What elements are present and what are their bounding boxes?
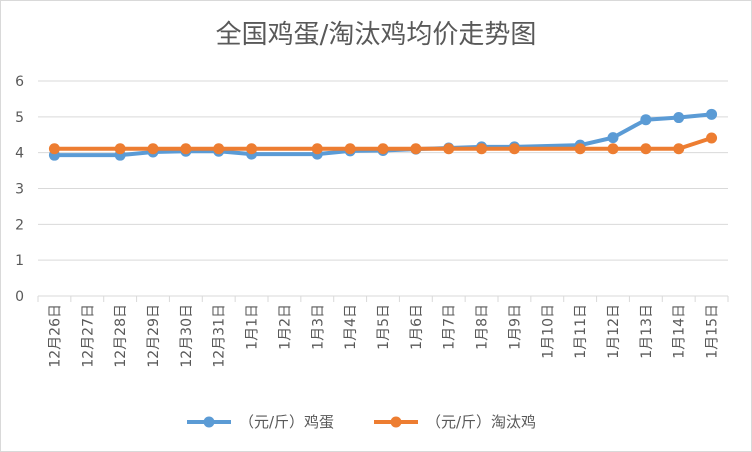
data-point xyxy=(213,143,225,155)
data-point xyxy=(443,143,455,155)
x-tick-label: 12月30日 xyxy=(179,304,195,368)
data-point xyxy=(114,143,126,155)
x-tick-label: 1月7日 xyxy=(442,304,458,350)
data-point xyxy=(640,114,652,126)
x-tick-label: 12月27日 xyxy=(80,304,96,368)
x-tick-label: 1月12日 xyxy=(606,304,622,359)
data-point xyxy=(246,143,258,155)
x-tick-label: 12月31日 xyxy=(212,304,228,368)
x-tick-label: 1月3日 xyxy=(310,304,326,350)
legend-label: （元/斤）淘汰鸡 xyxy=(426,413,536,431)
data-point xyxy=(410,143,422,155)
y-tick-label: 5 xyxy=(15,110,24,126)
x-tick-label: 1月14日 xyxy=(672,304,688,359)
x-tick-label: 1月1日 xyxy=(245,304,261,350)
x-tick-label: 1月10日 xyxy=(540,304,556,359)
data-point xyxy=(706,108,718,120)
x-tick-label: 1月8日 xyxy=(475,304,491,350)
legend-marker xyxy=(203,416,215,428)
data-point xyxy=(476,143,488,155)
x-tick-label: 1月13日 xyxy=(639,304,655,359)
x-tick-label: 1月2日 xyxy=(277,304,293,350)
data-point xyxy=(180,143,192,155)
x-tick-label: 1月15日 xyxy=(705,304,721,359)
x-tick-label: 12月28日 xyxy=(113,304,129,368)
x-tick-label: 1月6日 xyxy=(409,304,425,350)
data-point xyxy=(607,132,619,144)
data-point xyxy=(311,143,323,155)
y-tick-label: 0 xyxy=(15,289,24,305)
data-point xyxy=(508,143,520,155)
data-point xyxy=(706,132,718,144)
data-point xyxy=(673,143,685,155)
data-point xyxy=(377,143,389,155)
x-tick-label: 12月29日 xyxy=(146,304,162,368)
y-tick-label: 4 xyxy=(15,146,24,162)
data-point xyxy=(147,143,159,155)
data-point xyxy=(574,143,586,155)
y-tick-label: 3 xyxy=(15,182,24,198)
x-tick-label: 12月26日 xyxy=(47,304,63,368)
data-point xyxy=(640,143,652,155)
legend-label: （元/斤）鸡蛋 xyxy=(239,413,334,431)
x-tick-label: 1月5日 xyxy=(376,304,392,350)
legend-marker xyxy=(390,416,402,428)
data-point xyxy=(344,143,356,155)
x-tick-label: 1月4日 xyxy=(343,304,359,350)
x-tick-label: 1月11日 xyxy=(573,304,589,359)
y-tick-label: 6 xyxy=(15,74,24,90)
data-point xyxy=(673,112,685,124)
chart-title: 全国鸡蛋/淘汰鸡均价走势图 xyxy=(215,20,537,50)
x-tick-label: 1月9日 xyxy=(507,304,523,350)
y-tick-label: 1 xyxy=(15,253,24,269)
data-point xyxy=(607,143,619,155)
y-tick-label: 2 xyxy=(15,217,24,233)
data-point xyxy=(48,143,60,155)
